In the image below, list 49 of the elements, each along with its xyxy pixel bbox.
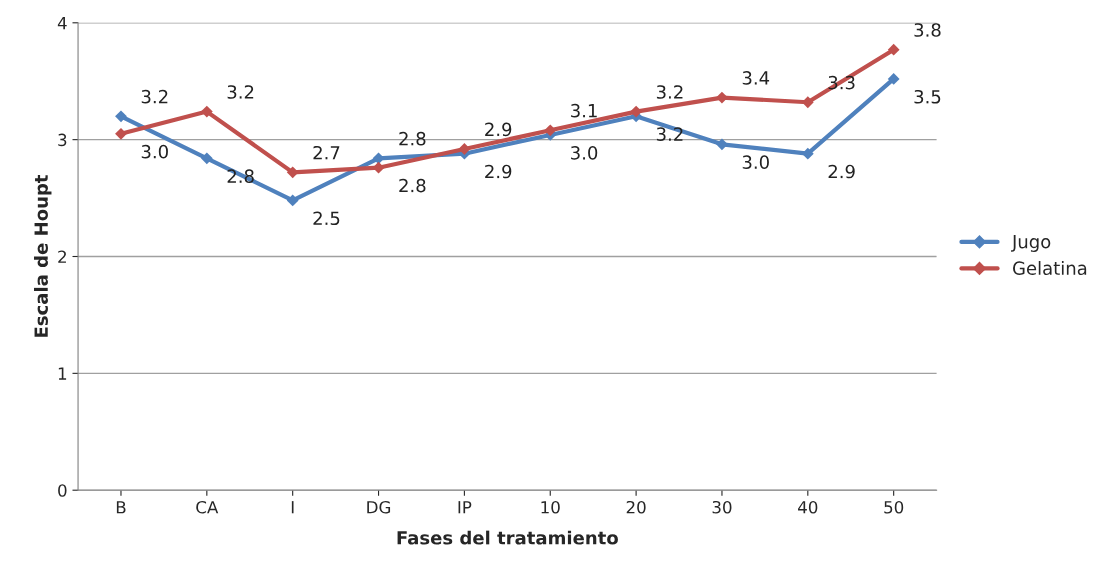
data-label: 3.0 [742, 155, 769, 170]
legend-label: Gelatina [1013, 261, 1087, 275]
y-tick-label: 3 [58, 133, 67, 147]
data-label: 2.9 [485, 164, 512, 179]
data-label: 3.0 [141, 144, 168, 159]
data-label: 2.9 [828, 164, 855, 179]
data-label: 3.2 [227, 85, 254, 99]
point [115, 127, 127, 140]
data-label: 2.8 [399, 131, 426, 146]
y-tick-label: 0 [58, 484, 67, 497]
point [286, 194, 299, 207]
x-tick-label: DG [367, 500, 391, 514]
y-axis-title: Escala de Houpt [34, 174, 52, 337]
point [200, 152, 213, 165]
x-tick-label: 30 [712, 500, 732, 514]
point [887, 73, 900, 85]
data-label: 2.8 [399, 178, 426, 193]
data-label: 3.2 [656, 85, 683, 99]
data-label: 3.5 [914, 89, 941, 104]
data-label: 3.2 [656, 127, 683, 141]
point [887, 43, 900, 56]
point [200, 105, 213, 118]
x-tick-label: 20 [626, 500, 646, 514]
data-label: 3.0 [571, 146, 598, 160]
point [458, 143, 471, 155]
y-tick-label: 1 [58, 367, 67, 380]
x-tick-label: CA [196, 500, 219, 514]
data-label: 3.2 [141, 89, 168, 104]
x-tick-label: 50 [884, 500, 904, 514]
data-label: 2.7 [313, 145, 340, 160]
data-label: 2.5 [313, 211, 340, 226]
x-tick-label: 40 [798, 500, 818, 514]
point [115, 110, 127, 123]
y-tick-label: 4 [57, 16, 67, 30]
data-label: 2.9 [485, 122, 512, 137]
x-tick-label: I [291, 501, 294, 514]
x-tick-label: B [116, 501, 126, 514]
point [544, 124, 557, 137]
data-label: 3.4 [742, 71, 770, 85]
x-tick-label: IP [458, 501, 472, 514]
data-label: 3.1 [571, 103, 597, 118]
legend-label: Jugo [1011, 235, 1051, 252]
point [630, 105, 642, 118]
data-label: 3.8 [914, 23, 941, 37]
point [716, 91, 728, 104]
point [716, 138, 728, 151]
y-tick-label: 2 [58, 250, 66, 263]
x-tick-label: 10 [541, 500, 560, 514]
x-axis-title: Fases del tratamiento [397, 530, 618, 545]
